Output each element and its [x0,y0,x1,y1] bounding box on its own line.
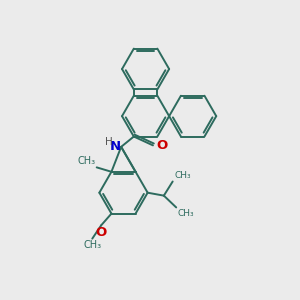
Text: CH₃: CH₃ [77,156,95,166]
Text: H: H [106,136,113,146]
Text: CH₃: CH₃ [174,171,191,180]
Text: O: O [95,226,107,239]
Text: N: N [110,140,121,153]
Text: O: O [156,139,167,152]
Text: CH₃: CH₃ [83,240,101,250]
Text: CH₃: CH₃ [178,209,194,218]
